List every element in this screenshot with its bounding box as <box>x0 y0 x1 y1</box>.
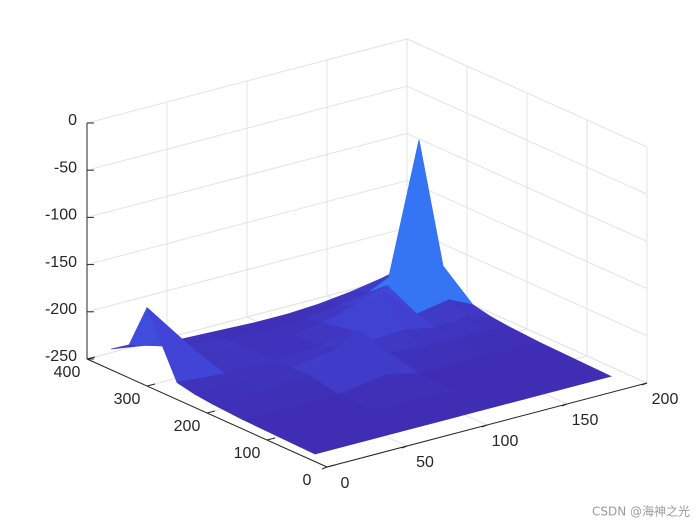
grid-line <box>406 180 648 290</box>
z-tick-label: -50 <box>54 159 77 176</box>
y-tick-label: 0 <box>303 472 312 489</box>
y-tick <box>326 464 336 468</box>
surface-patch <box>386 139 450 315</box>
grid-line <box>406 227 648 337</box>
x-tick <box>321 466 328 470</box>
grid-line <box>86 227 408 313</box>
grid-line <box>406 85 648 195</box>
y-tick-label: 100 <box>234 445 261 462</box>
y-tick <box>266 437 276 441</box>
y-tick-label: 200 <box>174 418 201 435</box>
z-tick-label: -250 <box>45 348 77 365</box>
x-tick-label: 100 <box>492 433 519 450</box>
x-tick <box>481 424 488 428</box>
z-tick-label: -200 <box>45 301 77 318</box>
x-tick <box>401 445 408 449</box>
x-tick-label: 200 <box>652 391 679 408</box>
y-tick <box>146 383 156 387</box>
x-tick-label: 50 <box>416 454 434 471</box>
x-tick-label: 0 <box>341 475 350 492</box>
x-tick <box>641 382 648 386</box>
grid-line <box>86 180 408 266</box>
y-tick <box>206 410 216 414</box>
x-tick-label: 150 <box>572 412 599 429</box>
z-tick-label: -150 <box>45 254 77 271</box>
surface-patch <box>278 423 364 455</box>
watermark: CSDN @海神之光 <box>592 504 690 519</box>
y-tick-label: 400 <box>54 364 81 381</box>
grid-line <box>86 132 408 218</box>
z-tick-label: -100 <box>45 207 77 224</box>
x-tick <box>561 403 568 407</box>
z-tick-label: 0 <box>68 112 77 129</box>
grid-line <box>86 38 408 124</box>
grid-line <box>406 132 648 242</box>
grid-line <box>86 85 408 171</box>
y-tick-label: 300 <box>114 391 141 408</box>
grid-line <box>406 38 648 148</box>
